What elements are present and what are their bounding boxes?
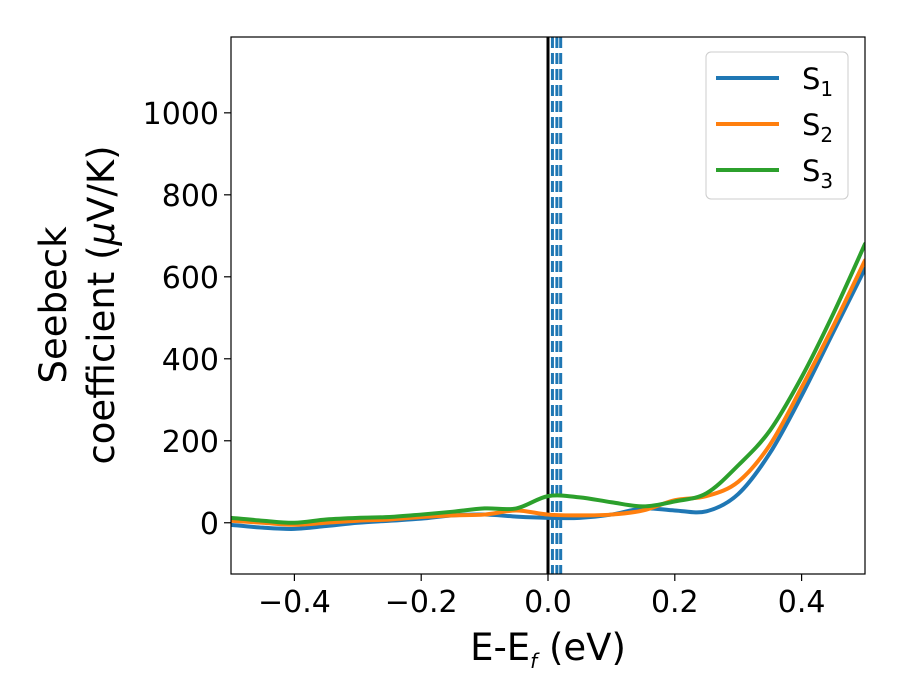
series-line-s2 xyxy=(231,258,865,527)
x-tick-label: 0.0 xyxy=(524,585,572,620)
legend-label-s1: S1 xyxy=(802,62,833,101)
x-tick-label: −0.4 xyxy=(258,585,331,620)
x-tick-label: 0.2 xyxy=(651,585,699,620)
y-axis-ticks: 0 200 400 600 800 1000 xyxy=(143,97,231,542)
y-tick-label: 0 xyxy=(200,507,219,542)
x-axis-ticks: −0.4 −0.2 0.0 0.2 0.4 xyxy=(258,574,825,620)
y-tick-label: 800 xyxy=(162,179,219,214)
x-axis-label: E-Ef (eV) xyxy=(470,626,626,673)
y-axis-label-line1: Seebeck xyxy=(32,226,75,384)
legend-label-s3: S3 xyxy=(802,154,833,193)
y-tick-label: 1000 xyxy=(143,97,219,132)
y-axis-label-line2: coefficient (μV/K) xyxy=(80,145,123,464)
legend-label-s2: S2 xyxy=(802,108,833,147)
y-tick-label: 400 xyxy=(162,343,219,378)
x-tick-label: 0.4 xyxy=(778,585,826,620)
series-line-s3 xyxy=(231,242,865,525)
series-lines xyxy=(231,242,865,531)
x-tick-label: −0.2 xyxy=(385,585,458,620)
vertical-reference-lines xyxy=(546,37,563,574)
y-tick-label: 200 xyxy=(162,425,219,460)
y-tick-label: 600 xyxy=(162,261,219,296)
series-line-s1 xyxy=(231,266,865,531)
legend: S1 S2 S3 xyxy=(705,51,849,200)
